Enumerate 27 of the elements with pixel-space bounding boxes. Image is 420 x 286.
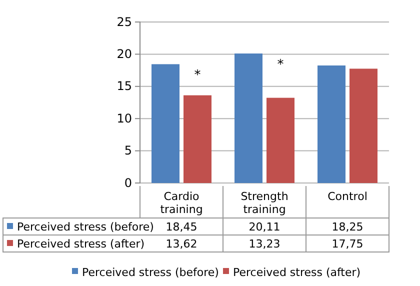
data-label: 18,45 — [166, 220, 198, 234]
bar — [318, 65, 346, 183]
data-label: 13,23 — [248, 238, 280, 250]
legend-label: Perceived stress (before) — [17, 220, 154, 234]
y-tick-label: 15 — [116, 79, 132, 94]
bar — [152, 64, 180, 183]
y-tick-label: 0 — [124, 176, 132, 190]
x-tick-label: Cardio training — [160, 190, 203, 216]
annotation: * — [277, 57, 284, 72]
y-tick-label: 10 — [116, 111, 132, 126]
bar — [184, 95, 212, 183]
legend-label: Perceived stress (after) — [17, 238, 145, 250]
data-label: 20,11 — [248, 220, 280, 234]
bar — [234, 53, 262, 183]
text: Perceived stress (before) — [82, 266, 219, 279]
data-label: 17,75 — [332, 238, 364, 250]
bar — [350, 68, 378, 183]
bar — [266, 98, 294, 183]
data-label: 13,62 — [166, 238, 198, 250]
y-tick-label: 20 — [116, 47, 132, 62]
annotation: * — [194, 68, 202, 84]
y-tick-label: 25 — [116, 14, 132, 29]
x-tick-label: Strength training — [240, 190, 288, 216]
text: Perceived stress (after) — [233, 266, 361, 279]
x-tick-label: Control — [328, 190, 368, 203]
y-tick-label: 5 — [124, 144, 132, 158]
data-label: 18,25 — [332, 220, 364, 234]
